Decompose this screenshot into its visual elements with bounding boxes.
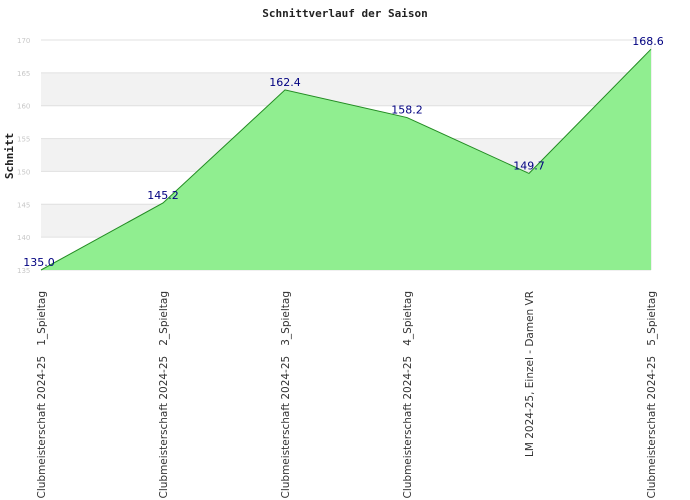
grid-band: [41, 72, 651, 106]
y-tick-label: 155: [17, 136, 30, 144]
x-tick-label: Clubmeisterschaft 2024-25 1_Spieltag: [36, 291, 48, 499]
data-label: 168.6: [632, 35, 664, 48]
y-tick-label: 165: [17, 70, 30, 78]
x-tick-label: Clubmeisterschaft 2024-25 4_Spieltag: [402, 291, 414, 499]
data-label: 135.0: [23, 256, 55, 269]
y-axis-label: Schnitt: [3, 133, 16, 179]
y-tick-label: 145: [17, 201, 30, 209]
data-label: 162.4: [269, 76, 301, 89]
x-tick-label: Clubmeisterschaft 2024-25 2_Spieltag: [158, 291, 170, 499]
data-label: 145.2: [147, 189, 179, 202]
x-tick-label: LM 2024-25, Einzel - Damen VR: [524, 291, 536, 457]
series-area: [41, 49, 651, 271]
y-tick-label: 170: [17, 37, 30, 45]
y-tick-label: 135: [17, 267, 30, 275]
data-label: 158.2: [391, 104, 423, 117]
data-label: 149.7: [513, 159, 545, 172]
data-series: [40, 48, 652, 271]
x-tick-label: Clubmeisterschaft 2024-25 5_Spieltag: [646, 291, 658, 499]
data-labels: 135.0 145.2 162.4 158.2 149.7 168.6: [23, 35, 664, 269]
y-tick-label: 160: [17, 103, 30, 111]
y-tick-label: 140: [17, 234, 30, 242]
x-tick-label: Clubmeisterschaft 2024-25 3_Spieltag: [280, 291, 292, 499]
x-axis: Clubmeisterschaft 2024-25 1_Spieltag Club…: [36, 291, 658, 499]
series-line: [40, 48, 652, 271]
y-tick-label: 150: [17, 168, 30, 176]
y-axis: 135 140 145 150 155 160 165 170: [17, 37, 30, 275]
grid-band: [41, 40, 651, 73]
chart-title: Schnittverlauf der Saison: [262, 7, 428, 20]
